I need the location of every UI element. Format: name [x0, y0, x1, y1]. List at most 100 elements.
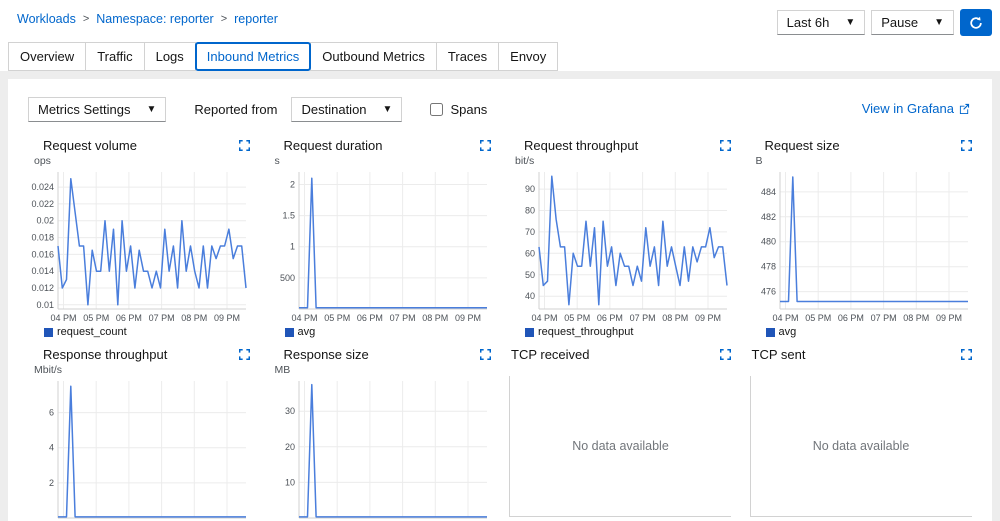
svg-text:07 PM: 07 PM [389, 313, 415, 323]
svg-text:06 PM: 06 PM [116, 313, 142, 323]
breadcrumb-namespace[interactable]: Namespace: reporter [96, 12, 214, 26]
tab-traffic[interactable]: Traffic [85, 42, 145, 71]
svg-text:30: 30 [284, 406, 294, 416]
svg-text:0.012: 0.012 [31, 283, 54, 293]
expand-icon[interactable] [960, 139, 972, 151]
expand-icon[interactable] [239, 348, 250, 360]
chart-legend[interactable]: avg [284, 325, 491, 339]
chart-plot: 500 1 1.5 2 04 PM 05 PM 06 PM 07 PM 08 PM 09 PM [269, 167, 491, 325]
refresh-interval-value: Pause [881, 15, 919, 30]
chart-unit-label: B [755, 155, 763, 167]
svg-text:08 PM: 08 PM [903, 313, 929, 323]
tab-outbound-metrics[interactable]: Outbound Metrics [310, 42, 437, 71]
top-bar: Workloads > Namespace: reporter > report… [0, 0, 1000, 42]
chart-request-duration: Request duration s 500 1 1.5 2 04 PM 05 PM 06 … [269, 136, 491, 339]
chart-title: Response size [283, 346, 369, 362]
charts-grid: Request volume ops 0.01 0.012 0.014 0.016 0.… [24, 136, 976, 521]
legend-label: request_throughput [538, 326, 634, 338]
tab-overview[interactable]: Overview [8, 42, 87, 71]
svg-text:0.018: 0.018 [31, 233, 54, 243]
legend-swatch-icon [765, 327, 775, 337]
chart-plot: 476 478 480 482 484 04 PM 05 PM 06 PM 07 PM 08 PM… [750, 167, 972, 325]
expand-icon[interactable] [479, 139, 491, 151]
svg-text:04 PM: 04 PM [772, 313, 798, 323]
chart-unit-label: bit/s [515, 155, 535, 167]
legend-label: request_count [57, 326, 127, 338]
expand-icon[interactable] [479, 348, 491, 360]
expand-icon[interactable] [720, 348, 731, 360]
legend-label: avg [297, 326, 316, 338]
svg-text:06 PM: 06 PM [837, 313, 863, 323]
chart-title: TCP sent [751, 346, 806, 362]
chart-title: Request size [764, 137, 840, 153]
time-controls: Last 6h ▼ Pause ▼ [776, 9, 992, 36]
tab-traces[interactable]: Traces [435, 42, 500, 71]
view-in-grafana-link[interactable]: View in Grafana [862, 101, 970, 116]
content-background: Metrics Settings ▼ Reported from Destina… [0, 71, 1000, 521]
chart-unit-label: Mbit/s [34, 364, 63, 376]
chart-title: TCP received [511, 346, 590, 362]
svg-text:0.022: 0.022 [31, 199, 54, 209]
metrics-settings-dropdown[interactable]: Metrics Settings ▼ [28, 97, 167, 122]
svg-text:04 PM: 04 PM [531, 313, 557, 323]
svg-text:07 PM: 07 PM [870, 313, 896, 323]
expand-icon[interactable] [960, 348, 972, 360]
svg-text:0.024: 0.024 [31, 182, 54, 192]
svg-text:40: 40 [525, 291, 535, 301]
expand-icon[interactable] [239, 139, 250, 151]
svg-text:08 PM: 08 PM [181, 313, 207, 323]
svg-text:09 PM: 09 PM [695, 313, 721, 323]
svg-text:70: 70 [525, 227, 535, 237]
svg-text:4: 4 [49, 443, 54, 453]
reported-from-label: Reported from [194, 102, 278, 117]
legend-swatch-icon [525, 327, 534, 337]
svg-text:1: 1 [289, 242, 294, 252]
grafana-link-label: View in Grafana [861, 101, 954, 116]
svg-text:05 PM: 05 PM [83, 313, 109, 323]
chart-tcp-sent: TCP sent No data available [749, 345, 972, 521]
chart-unit-label: MB [274, 364, 291, 376]
legend-swatch-icon [284, 327, 294, 337]
refresh-icon [969, 16, 983, 30]
chart-title: Response throughput [43, 346, 168, 362]
chart-unit-label: ops [34, 155, 51, 167]
chart-legend[interactable]: avg [765, 325, 972, 339]
tab-logs[interactable]: Logs [143, 42, 196, 71]
chart-legend[interactable]: request_throughput [525, 325, 731, 339]
legend-label: avg [778, 326, 797, 338]
time-range-dropdown[interactable]: Last 6h ▼ [776, 10, 866, 35]
svg-text:20: 20 [284, 442, 294, 452]
time-range-value: Last 6h [786, 15, 830, 30]
breadcrumb-workload-name[interactable]: reporter [234, 12, 278, 26]
svg-text:06 PM: 06 PM [356, 313, 382, 323]
svg-text:09 PM: 09 PM [935, 313, 961, 323]
spans-toggle: Spans [430, 102, 487, 117]
no-data-panel: No data available [749, 376, 972, 517]
refresh-button[interactable] [960, 9, 992, 36]
chart-plot: 0.01 0.012 0.014 0.016 0.018 0.02 0.022 0.024 04… [28, 167, 250, 325]
chart-request-throughput: Request throughput bit/s 40 50 60 70 80 90 04 … [509, 136, 731, 339]
chevron-down-icon: ▼ [146, 103, 157, 115]
expand-icon[interactable] [720, 139, 731, 151]
svg-text:60: 60 [525, 248, 535, 258]
svg-text:476: 476 [760, 287, 775, 297]
refresh-interval-dropdown[interactable]: Pause ▼ [871, 10, 954, 35]
svg-text:04 PM: 04 PM [291, 313, 317, 323]
svg-text:10: 10 [284, 477, 294, 487]
svg-text:04 PM: 04 PM [50, 313, 76, 323]
chart-request-size: Request size B 476 478 480 482 484 04 PM 05 PM… [750, 136, 972, 339]
reported-from-dropdown[interactable]: Destination ▼ [291, 97, 403, 122]
tab-inbound-metrics[interactable]: Inbound Metrics [194, 42, 312, 71]
svg-text:0.02: 0.02 [36, 216, 54, 226]
spans-checkbox[interactable] [430, 103, 444, 116]
metrics-card: Metrics Settings ▼ Reported from Destina… [8, 79, 992, 521]
svg-text:0.016: 0.016 [31, 249, 54, 259]
chart-legend[interactable]: request_count [44, 325, 250, 339]
svg-text:478: 478 [760, 262, 775, 272]
tab-envoy[interactable]: Envoy [498, 42, 559, 71]
svg-text:05 PM: 05 PM [324, 313, 350, 323]
breadcrumb-workloads[interactable]: Workloads [17, 12, 76, 26]
